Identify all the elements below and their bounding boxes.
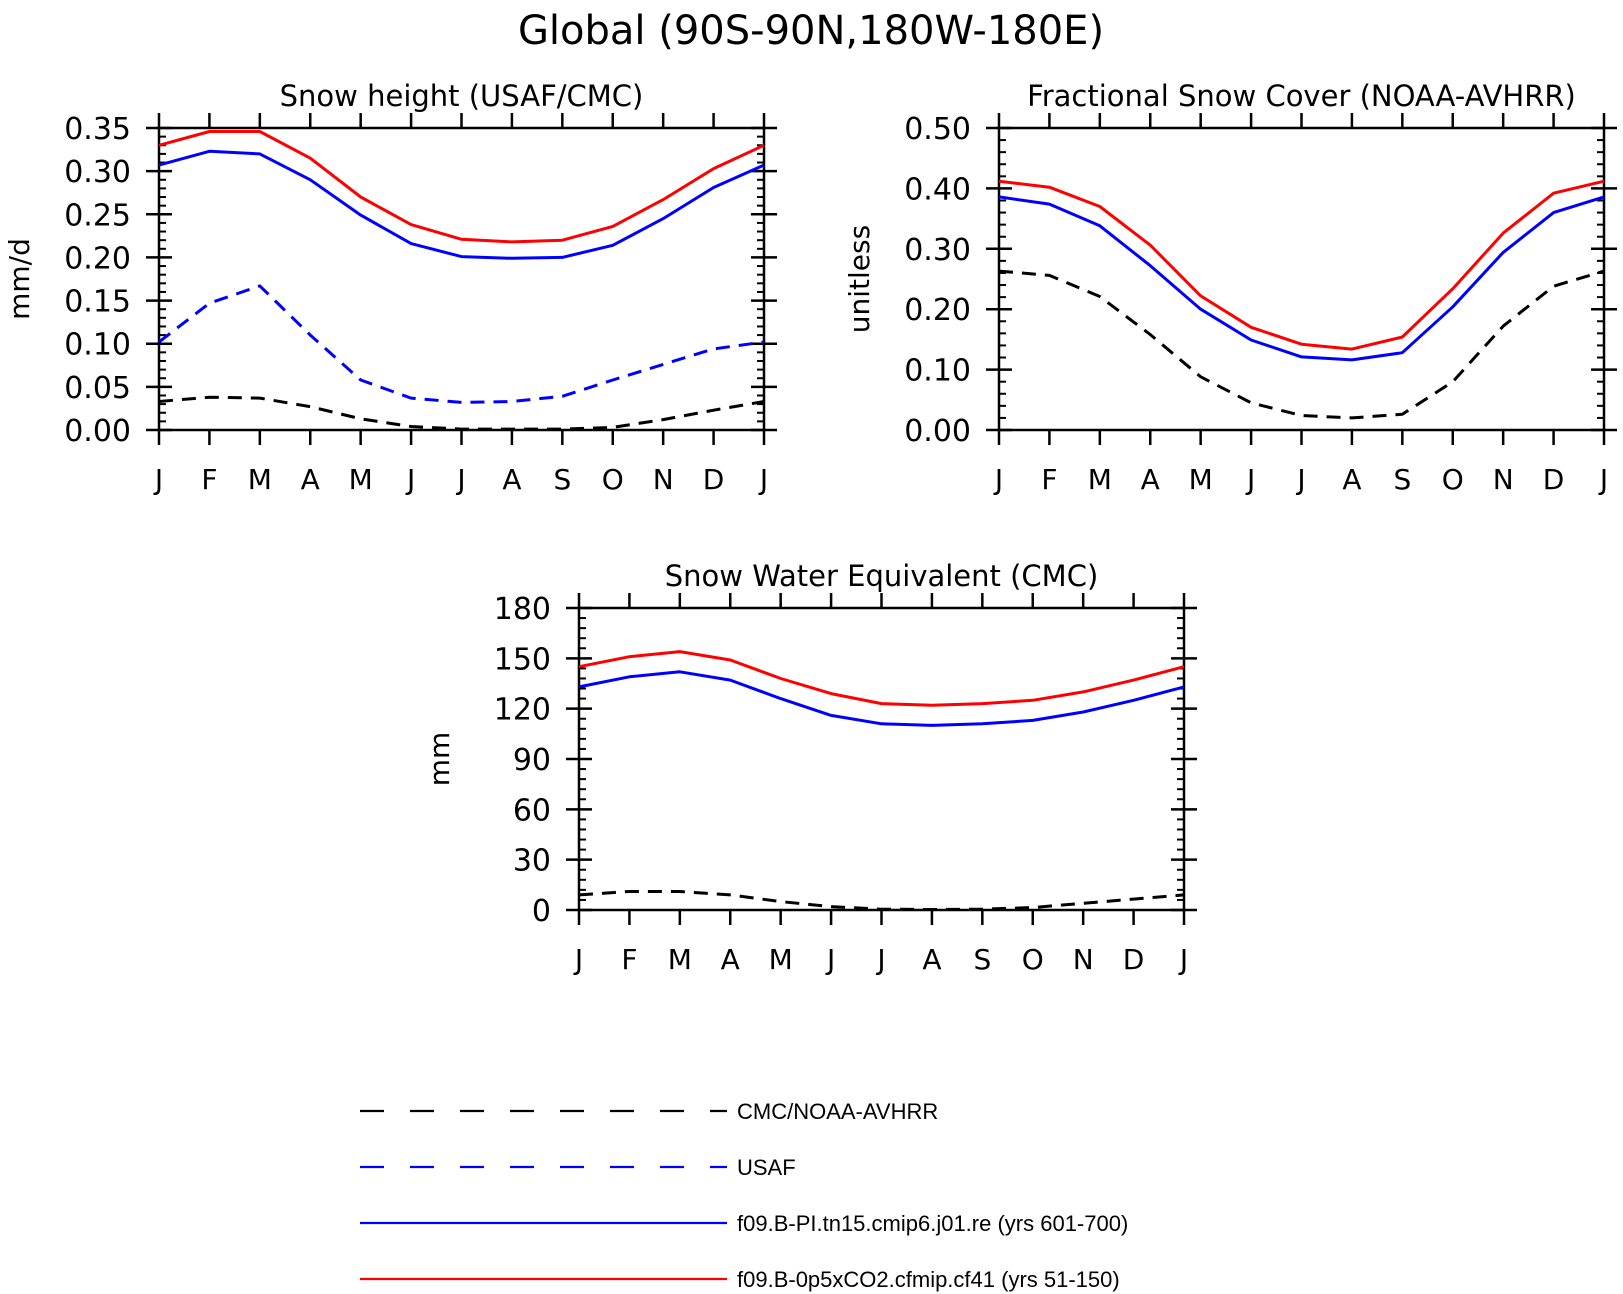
series-line <box>578 890 1185 911</box>
x-tick-label: M <box>1088 463 1112 496</box>
chart-panels: Snow height (USAF/CMC) mm/d 0.00 0.05 0.10 0.… <box>3 79 1617 976</box>
chart-panel-3: Snow Water Equivalent (CMC) mm 0 30 60 90 120 1… <box>423 559 1197 976</box>
series-line <box>998 269 1605 420</box>
x-tick-label: J <box>455 463 465 496</box>
y-tick-label: 0.20 <box>64 241 131 276</box>
x-tick-label: A <box>1342 463 1361 496</box>
x-tick-label: A <box>301 463 320 496</box>
x-tick-label: J <box>1178 943 1188 976</box>
x-tick-label: F <box>1041 463 1057 496</box>
x-tick-label: J <box>1598 463 1608 496</box>
x-tick-label: J <box>405 463 415 496</box>
y-tick-label: 120 <box>494 693 551 728</box>
x-tick-label: A <box>721 943 740 976</box>
series-line <box>578 650 1185 707</box>
x-tick-label: J <box>993 463 1003 496</box>
legend-label: USAF <box>737 1155 796 1180</box>
y-tick-label: 0.40 <box>904 172 971 207</box>
x-tick-label: S <box>973 943 991 976</box>
y-axis-label: mm/d <box>3 238 36 320</box>
x-tick-label: A <box>1141 463 1160 496</box>
chart-panel-2: Fractional Snow Cover (NOAA-AVHRR) unitle… <box>843 79 1617 496</box>
x-tick-label: S <box>1393 463 1411 496</box>
series-line <box>578 670 1185 727</box>
y-tick-label: 0.50 <box>904 112 971 147</box>
x-tick-label: M <box>668 943 692 976</box>
x-tick-label: N <box>653 463 674 496</box>
y-tick-label: 0.15 <box>64 285 131 320</box>
x-tick-label: J <box>153 463 163 496</box>
panel-title: Snow Water Equivalent (CMC) <box>665 559 1099 593</box>
y-tick-label: 180 <box>494 592 551 627</box>
x-tick-label: N <box>1493 463 1514 496</box>
plot-frame <box>997 126 1606 432</box>
series-line <box>158 395 765 431</box>
y-tick-label: 0.00 <box>904 414 971 449</box>
x-tick-label: M <box>1189 463 1213 496</box>
y-tick-label: 0.25 <box>64 198 131 233</box>
x-tick-label: S <box>553 463 571 496</box>
x-tick-label: N <box>1073 943 1094 976</box>
x-tick-label: A <box>922 943 941 976</box>
x-tick-label: J <box>825 943 835 976</box>
y-axis-label: mm <box>423 732 456 787</box>
y-tick-label: 150 <box>494 642 551 677</box>
y-tick-label: 0.20 <box>904 293 971 328</box>
x-tick-label: M <box>769 943 793 976</box>
series-line <box>158 130 765 244</box>
panel-title: Snow height (USAF/CMC) <box>280 79 644 113</box>
x-tick-label: D <box>1543 463 1565 496</box>
x-tick-label: M <box>248 463 272 496</box>
x-tick-label: F <box>621 943 637 976</box>
y-tick-label: 0.30 <box>64 155 131 190</box>
y-tick-label: 0.35 <box>64 112 131 147</box>
series-line <box>158 284 765 404</box>
y-axis-label: unitless <box>843 225 876 333</box>
panel-title: Fractional Snow Cover (NOAA-AVHRR) <box>1027 79 1576 113</box>
x-tick-label: D <box>1123 943 1145 976</box>
x-tick-label: J <box>1295 463 1305 496</box>
y-tick-label: 0.10 <box>904 354 971 389</box>
x-tick-label: M <box>349 463 373 496</box>
y-tick-label: 60 <box>513 793 551 828</box>
chart-panel-1: Snow height (USAF/CMC) mm/d 0.00 0.05 0.10 0.… <box>3 79 777 496</box>
series-line <box>158 149 765 260</box>
x-tick-label: O <box>602 463 624 496</box>
legend-label: CMC/NOAA-AVHRR <box>737 1099 938 1124</box>
y-tick-label: 0.10 <box>64 328 131 363</box>
legend-label: f09.B-0p5xCO2.cfmip.cf41 (yrs 51-150) <box>737 1267 1120 1292</box>
series-line <box>998 195 1605 362</box>
y-tick-label: 0 <box>532 894 551 929</box>
x-tick-label: D <box>703 463 725 496</box>
legend-label: f09.B-PI.tn15.cmip6.j01.re (yrs 601-700) <box>737 1211 1128 1236</box>
y-tick-label: 0.05 <box>64 371 131 406</box>
y-tick-label: 0.30 <box>904 233 971 268</box>
legend: CMC/NOAA-AVHRR USAF f09.B-PI.tn15.cmip6.j0… <box>360 1099 1128 1292</box>
x-tick-label: O <box>1442 463 1464 496</box>
x-tick-label: J <box>1245 463 1255 496</box>
series-line <box>998 179 1605 351</box>
figure-title: Global (90S-90N,180W-180E) <box>518 8 1104 54</box>
x-tick-label: J <box>573 943 583 976</box>
x-tick-label: A <box>502 463 521 496</box>
y-tick-label: 0.00 <box>64 414 131 449</box>
x-tick-label: O <box>1022 943 1044 976</box>
y-tick-label: 90 <box>513 743 551 778</box>
plot-frame <box>157 126 766 432</box>
x-tick-label: J <box>875 943 885 976</box>
x-tick-label: J <box>758 463 768 496</box>
y-tick-label: 30 <box>513 844 551 879</box>
x-tick-label: F <box>201 463 217 496</box>
